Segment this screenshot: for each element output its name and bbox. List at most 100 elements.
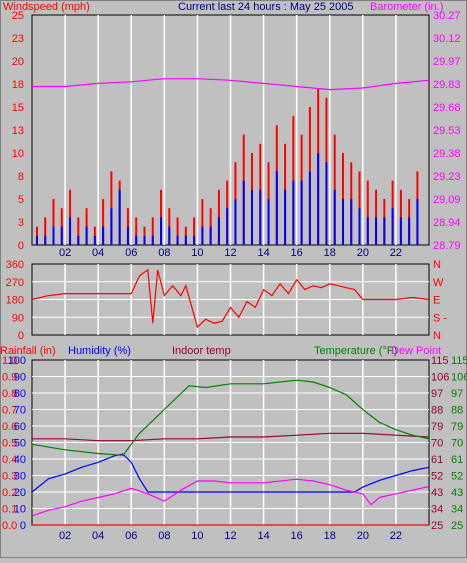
temperature-tick-label-secondary: 88: [451, 405, 463, 417]
temperature-tick-label: 70: [431, 438, 443, 450]
rainfall-axis-title: Rainfall (in): [0, 345, 56, 357]
rainfall-tick-label: 0.3: [2, 471, 17, 483]
x-tick-label: 06: [125, 247, 137, 259]
indoor-temp-axis-title: Indoor temp: [172, 345, 231, 357]
barometer-tick-label: 29.09: [433, 194, 461, 206]
humidity-tick-label: 10: [14, 504, 26, 516]
temperature-tick-label-secondary: 97: [451, 388, 463, 400]
humidity-tick-label: 30: [14, 471, 26, 483]
x-tick-label: 08: [158, 247, 170, 259]
x-tick-label: 18: [324, 247, 336, 259]
x-tick-label: 02: [59, 530, 71, 542]
windspeed-tick-label: 13: [12, 125, 24, 137]
humidity-tick-label: 50: [14, 438, 26, 450]
humidity-tick-label: 0: [20, 520, 26, 532]
rainfall-tick-label: 0.5: [2, 438, 17, 450]
windspeed-tick-label: 18: [12, 79, 24, 91]
windspeed-tick-label: 8: [18, 171, 24, 183]
direction-compass-tick-label: E: [433, 295, 440, 307]
barometer-tick-label: 29.53: [433, 125, 461, 137]
temperature-tick-label-secondary: 52: [451, 471, 463, 483]
barometer-tick-label: 30.27: [433, 10, 461, 22]
barometer-tick-label: 30.12: [433, 33, 461, 45]
temperature-tick-label-secondary: 34: [451, 504, 463, 516]
rainfall-tick-label: 0.4: [2, 454, 17, 466]
rainfall-tick-label: 0.7: [2, 405, 17, 417]
temperature-line: [31, 379, 430, 456]
temperature-tick-label-secondary: 70: [451, 438, 463, 450]
barometer-axis-title: Barometer (in.): [370, 1, 443, 13]
x-tick-label: 16: [291, 247, 303, 259]
x-tick-label: 18: [324, 530, 336, 542]
temperature-tick-label-secondary: 106: [451, 372, 467, 384]
temperature-tick-label-secondary: 79: [451, 421, 463, 433]
barometer-tick-label: 28.79: [433, 240, 461, 252]
x-tick-label: 14: [257, 530, 269, 542]
direction-degree-tick-label: 180: [6, 295, 24, 307]
indoor-temp-line: [32, 432, 430, 442]
humidity-tick-label: 90: [14, 372, 26, 384]
dew-point-axis-title: Dew Point: [391, 345, 441, 357]
windspeed-axis-title: Windspeed (mph): [3, 1, 90, 13]
temperature-tick-label-secondary: 25: [451, 520, 463, 532]
humidity-tick-label: 80: [14, 388, 26, 400]
barometer-tick-label: 29.38: [433, 148, 461, 160]
temperature-tick-label: 106: [431, 372, 449, 384]
barometer-tick-label: 29.23: [433, 171, 461, 183]
humidity-tick-label: 100: [8, 355, 26, 367]
x-tick-label: 22: [390, 530, 402, 542]
x-tick-label: 06: [125, 530, 137, 542]
rainfall-tick-label: 0.0: [2, 520, 17, 532]
direction-compass-tick-label: W: [433, 277, 444, 289]
rainfall-tick-label: 0.2: [2, 487, 17, 499]
temperature-tick-label: 61: [431, 454, 443, 466]
windspeed-tick-label: 5: [18, 194, 24, 206]
windspeed-tick-label: 10: [12, 148, 24, 160]
humidity-tick-label: 70: [14, 405, 26, 417]
dew-point-line: [31, 478, 430, 517]
x-tick-label: 22: [390, 247, 402, 259]
x-tick-label: 04: [92, 530, 104, 542]
x-tick-label: 08: [158, 530, 170, 542]
windspeed-tick-label: 15: [12, 102, 24, 114]
direction-degree-tick-label: 360: [6, 259, 24, 271]
barometer-line: [32, 78, 430, 91]
barometer-tick-label: 29.97: [433, 56, 461, 68]
temperature-tick-label: 115: [431, 355, 449, 367]
wind-direction-line: [31, 268, 430, 329]
barometer-tick-label: 29.83: [433, 79, 461, 91]
x-tick-label: 10: [191, 247, 203, 259]
temperature-tick-label-secondary: 115: [451, 355, 467, 367]
x-tick-label: 02: [59, 247, 71, 259]
rainfall-tick-label: 0.1: [2, 504, 17, 516]
direction-degree-tick-label: 0: [18, 330, 24, 342]
humidity-line: [31, 453, 430, 493]
x-tick-label: 14: [257, 247, 269, 259]
temperature-tick-label: 43: [431, 487, 443, 499]
humidity-tick-label: 60: [14, 421, 26, 433]
windspeed-tick-label: 0: [18, 240, 24, 252]
windspeed-tick-label: 25: [12, 10, 24, 22]
x-tick-label: 12: [224, 530, 236, 542]
rainfall-tick-label: 0.9: [2, 372, 17, 384]
temperature-tick-label: 34: [431, 504, 443, 516]
windspeed-tick-label: 23: [12, 33, 24, 45]
windspeed-tick-label: 20: [12, 56, 24, 68]
temperature-tick-label: 97: [431, 388, 443, 400]
humidity-tick-label: 40: [14, 454, 26, 466]
rainfall-tick-label: 0.8: [2, 388, 17, 400]
temperature-tick-label-secondary: 61: [451, 454, 463, 466]
direction-compass-tick-label: S -: [433, 312, 447, 324]
rainfall-tick-label: 0.6: [2, 421, 17, 433]
x-tick-label: 10: [191, 530, 203, 542]
x-tick-label: 20: [357, 247, 369, 259]
temperature-tick-label: 25: [431, 520, 443, 532]
chart-title: Current last 24 hours : May 25 2005: [178, 1, 353, 13]
direction-degree-tick-label: 270: [6, 277, 24, 289]
barometer-tick-label: 29.68: [433, 102, 461, 114]
barometer-tick-label: 28.94: [433, 217, 461, 229]
temperature-tick-label-secondary: 43: [451, 487, 463, 499]
